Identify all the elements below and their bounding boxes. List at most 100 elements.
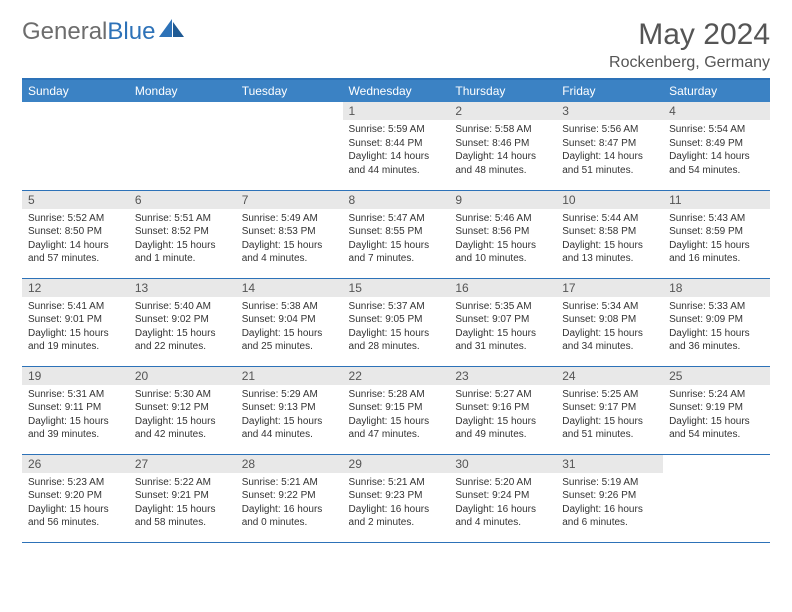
- calendar-cell: 13Sunrise: 5:40 AMSunset: 9:02 PMDayligh…: [129, 278, 236, 366]
- day-detail: Sunrise: 5:19 AMSunset: 9:26 PMDaylight:…: [556, 473, 663, 534]
- day-number: 7: [236, 191, 343, 209]
- sunset-line: Sunset: 8:55 PM: [349, 225, 444, 239]
- daylight-line: Daylight: 15 hours and 34 minutes.: [562, 327, 657, 354]
- day-number: 17: [556, 279, 663, 297]
- day-detail: Sunrise: 5:22 AMSunset: 9:21 PMDaylight:…: [129, 473, 236, 534]
- calendar-cell: 27Sunrise: 5:22 AMSunset: 9:21 PMDayligh…: [129, 454, 236, 542]
- sunrise-line: Sunrise: 5:25 AM: [562, 388, 657, 402]
- sunset-line: Sunset: 8:44 PM: [349, 137, 444, 151]
- sunset-line: Sunset: 9:26 PM: [562, 489, 657, 503]
- calendar-cell: 3Sunrise: 5:56 AMSunset: 8:47 PMDaylight…: [556, 102, 663, 190]
- day-detail: Sunrise: 5:28 AMSunset: 9:15 PMDaylight:…: [343, 385, 450, 446]
- sunrise-line: Sunrise: 5:44 AM: [562, 212, 657, 226]
- day-number: 14: [236, 279, 343, 297]
- sunrise-line: Sunrise: 5:59 AM: [349, 123, 444, 137]
- day-number: 23: [449, 367, 556, 385]
- calendar-cell: 19Sunrise: 5:31 AMSunset: 9:11 PMDayligh…: [22, 366, 129, 454]
- daylight-line: Daylight: 15 hours and 1 minute.: [135, 239, 230, 266]
- sunset-line: Sunset: 9:12 PM: [135, 401, 230, 415]
- day-detail: Sunrise: 5:37 AMSunset: 9:05 PMDaylight:…: [343, 297, 450, 358]
- day-number: 3: [556, 102, 663, 120]
- day-detail: Sunrise: 5:38 AMSunset: 9:04 PMDaylight:…: [236, 297, 343, 358]
- daylight-line: Daylight: 14 hours and 48 minutes.: [455, 150, 550, 177]
- day-number: 25: [663, 367, 770, 385]
- sunset-line: Sunset: 9:04 PM: [242, 313, 337, 327]
- calendar-cell: 25Sunrise: 5:24 AMSunset: 9:19 PMDayligh…: [663, 366, 770, 454]
- sunrise-line: Sunrise: 5:21 AM: [349, 476, 444, 490]
- day-number: 15: [343, 279, 450, 297]
- day-number: 28: [236, 455, 343, 473]
- sunrise-line: Sunrise: 5:49 AM: [242, 212, 337, 226]
- day-detail: Sunrise: 5:44 AMSunset: 8:58 PMDaylight:…: [556, 209, 663, 270]
- daylight-line: Daylight: 15 hours and 16 minutes.: [669, 239, 764, 266]
- sunrise-line: Sunrise: 5:24 AM: [669, 388, 764, 402]
- location: Rockenberg, Germany: [609, 54, 770, 72]
- calendar-cell: 20Sunrise: 5:30 AMSunset: 9:12 PMDayligh…: [129, 366, 236, 454]
- calendar-body: 1Sunrise: 5:59 AMSunset: 8:44 PMDaylight…: [22, 102, 770, 542]
- month-title: May 2024: [609, 18, 770, 52]
- sunrise-line: Sunrise: 5:54 AM: [669, 123, 764, 137]
- day-detail: Sunrise: 5:24 AMSunset: 9:19 PMDaylight:…: [663, 385, 770, 446]
- calendar-cell: 26Sunrise: 5:23 AMSunset: 9:20 PMDayligh…: [22, 454, 129, 542]
- calendar-cell: 29Sunrise: 5:21 AMSunset: 9:23 PMDayligh…: [343, 454, 450, 542]
- sunrise-line: Sunrise: 5:35 AM: [455, 300, 550, 314]
- weekday-header: Tuesday: [236, 80, 343, 102]
- day-detail: Sunrise: 5:20 AMSunset: 9:24 PMDaylight:…: [449, 473, 556, 534]
- day-number: 5: [22, 191, 129, 209]
- day-detail: Sunrise: 5:40 AMSunset: 9:02 PMDaylight:…: [129, 297, 236, 358]
- day-detail: Sunrise: 5:46 AMSunset: 8:56 PMDaylight:…: [449, 209, 556, 270]
- sunset-line: Sunset: 8:46 PM: [455, 137, 550, 151]
- day-detail: Sunrise: 5:58 AMSunset: 8:46 PMDaylight:…: [449, 120, 556, 181]
- day-detail: Sunrise: 5:25 AMSunset: 9:17 PMDaylight:…: [556, 385, 663, 446]
- calendar-cell: 24Sunrise: 5:25 AMSunset: 9:17 PMDayligh…: [556, 366, 663, 454]
- sunset-line: Sunset: 9:01 PM: [28, 313, 123, 327]
- calendar-cell: [22, 102, 129, 190]
- day-number: 10: [556, 191, 663, 209]
- calendar-cell: 6Sunrise: 5:51 AMSunset: 8:52 PMDaylight…: [129, 190, 236, 278]
- weekday-header: Thursday: [449, 80, 556, 102]
- daylight-line: Daylight: 14 hours and 51 minutes.: [562, 150, 657, 177]
- sunrise-line: Sunrise: 5:46 AM: [455, 212, 550, 226]
- daylight-line: Daylight: 16 hours and 4 minutes.: [455, 503, 550, 530]
- daylight-line: Daylight: 15 hours and 42 minutes.: [135, 415, 230, 442]
- daylight-line: Daylight: 15 hours and 10 minutes.: [455, 239, 550, 266]
- calendar-row: 1Sunrise: 5:59 AMSunset: 8:44 PMDaylight…: [22, 102, 770, 190]
- day-number: 21: [236, 367, 343, 385]
- daylight-line: Daylight: 14 hours and 44 minutes.: [349, 150, 444, 177]
- sunrise-line: Sunrise: 5:23 AM: [28, 476, 123, 490]
- day-number: 31: [556, 455, 663, 473]
- weekday-header: Wednesday: [343, 80, 450, 102]
- day-detail: Sunrise: 5:35 AMSunset: 9:07 PMDaylight:…: [449, 297, 556, 358]
- calendar: Sunday Monday Tuesday Wednesday Thursday…: [22, 78, 770, 543]
- day-number: 11: [663, 191, 770, 209]
- daylight-line: Daylight: 15 hours and 49 minutes.: [455, 415, 550, 442]
- sunset-line: Sunset: 8:50 PM: [28, 225, 123, 239]
- calendar-cell: 23 Sunrise: 5:27 AMSunset: 9:16 PMDayligh…: [449, 366, 556, 454]
- calendar-cell: [663, 454, 770, 542]
- weekday-header: Friday: [556, 80, 663, 102]
- calendar-cell: 16Sunrise: 5:35 AMSunset: 9:07 PMDayligh…: [449, 278, 556, 366]
- daylight-line: Daylight: 15 hours and 4 minutes.: [242, 239, 337, 266]
- sunset-line: Sunset: 9:20 PM: [28, 489, 123, 503]
- daylight-line: Daylight: 15 hours and 56 minutes.: [28, 503, 123, 530]
- calendar-cell: 12Sunrise: 5:41 AMSunset: 9:01 PMDayligh…: [22, 278, 129, 366]
- calendar-cell: 8Sunrise: 5:47 AMSunset: 8:55 PMDaylight…: [343, 190, 450, 278]
- sunset-line: Sunset: 8:52 PM: [135, 225, 230, 239]
- day-number: 22: [343, 367, 450, 385]
- day-number: 4: [663, 102, 770, 120]
- brand-part1: General: [22, 18, 107, 46]
- daylight-line: Daylight: 15 hours and 44 minutes.: [242, 415, 337, 442]
- day-detail: Sunrise: 5:41 AMSunset: 9:01 PMDaylight:…: [22, 297, 129, 358]
- weekday-row: Sunday Monday Tuesday Wednesday Thursday…: [22, 80, 770, 102]
- daylight-line: Daylight: 15 hours and 36 minutes.: [669, 327, 764, 354]
- day-detail: Sunrise: 5:21 AMSunset: 9:23 PMDaylight:…: [343, 473, 450, 534]
- sunrise-line: Sunrise: 5:51 AM: [135, 212, 230, 226]
- sunset-line: Sunset: 9:16 PM: [455, 401, 550, 415]
- calendar-cell: 21Sunrise: 5:29 AMSunset: 9:13 PMDayligh…: [236, 366, 343, 454]
- day-detail: Sunrise: 5:49 AMSunset: 8:53 PMDaylight:…: [236, 209, 343, 270]
- day-detail: Sunrise: 5:30 AMSunset: 9:12 PMDaylight:…: [129, 385, 236, 446]
- calendar-cell: 31Sunrise: 5:19 AMSunset: 9:26 PMDayligh…: [556, 454, 663, 542]
- sunrise-line: Sunrise: 5:27 AM: [455, 388, 550, 402]
- day-detail: Sunrise: 5:51 AMSunset: 8:52 PMDaylight:…: [129, 209, 236, 270]
- daylight-line: Daylight: 16 hours and 6 minutes.: [562, 503, 657, 530]
